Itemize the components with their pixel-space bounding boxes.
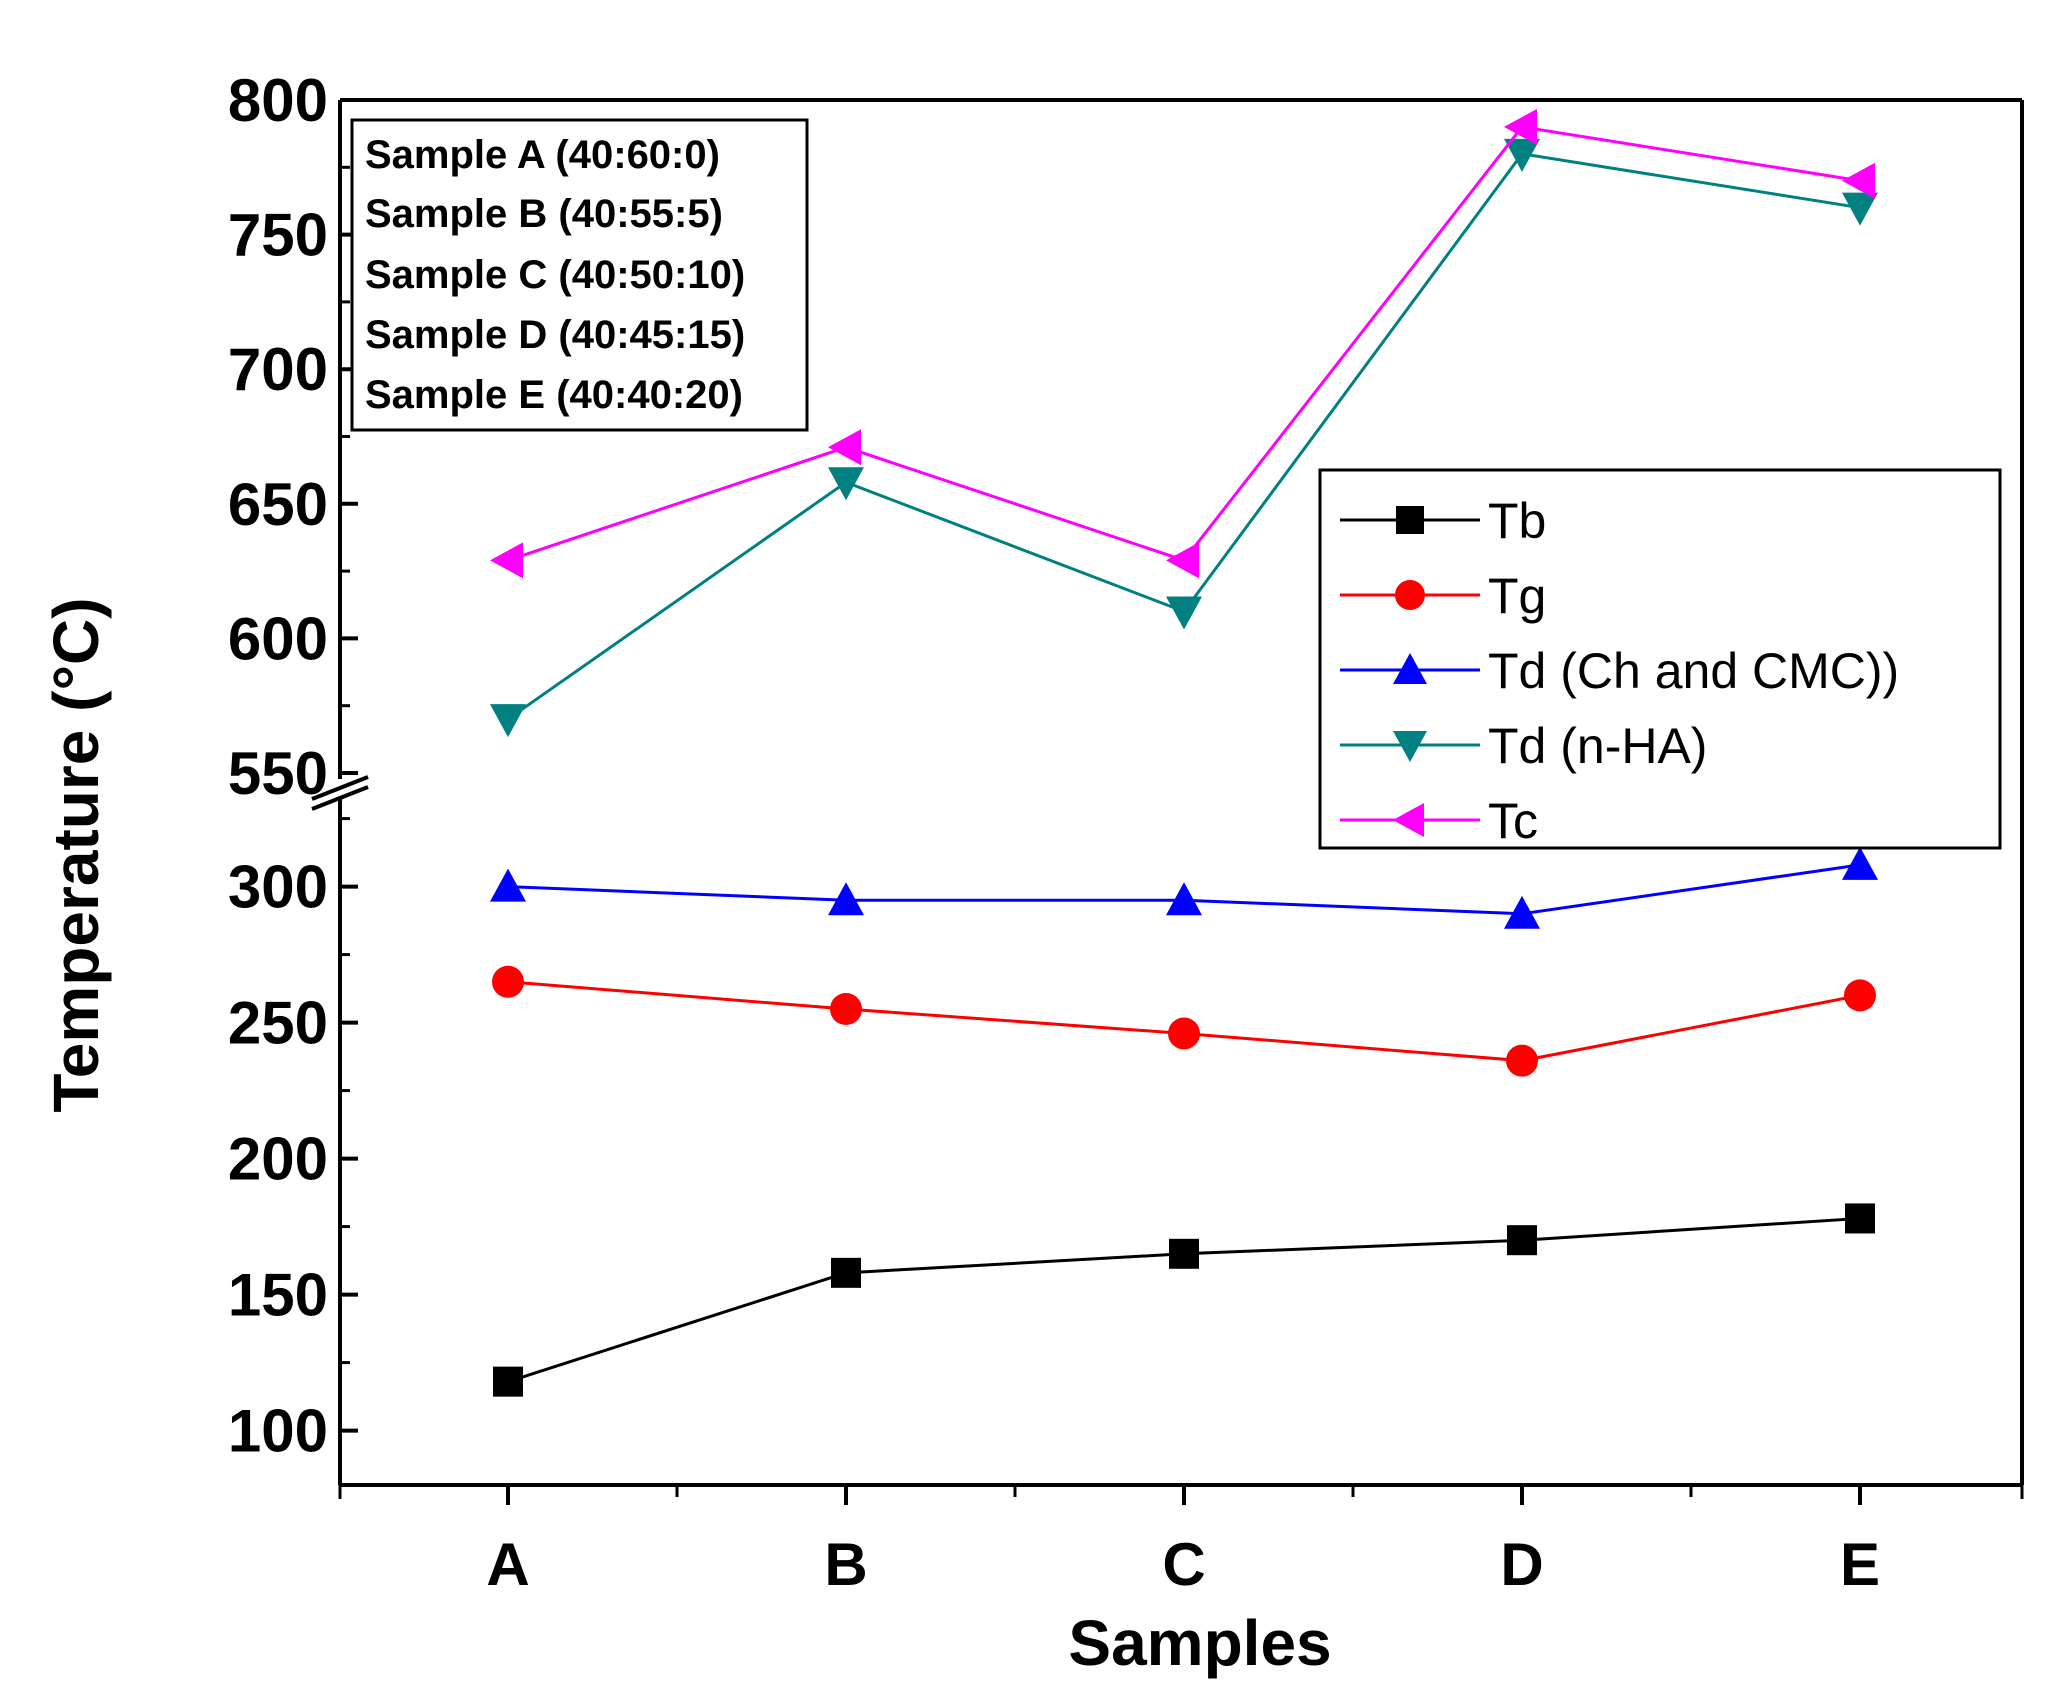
data-point-tg-A — [492, 965, 524, 998]
x-tick-label: C — [1162, 1531, 1205, 1598]
data-point-tc-E — [1842, 162, 1875, 199]
data-point-td-n-ha-B — [828, 467, 864, 501]
legend-item-td-ch-and-cmc: Td (Ch and CMC)) — [1340, 643, 1899, 699]
legend: Tb Tg Td (Ch and CMC)) Td (n-HA) Tc — [1318, 468, 2002, 850]
x-tick-label: D — [1500, 1531, 1543, 1598]
data-point-td-n-ha-D — [1504, 138, 1540, 172]
data-point-tg-D — [1506, 1044, 1538, 1077]
y-tick-label-lower: 200 — [228, 1126, 328, 1193]
data-point-td-n-ha-E — [1842, 192, 1878, 226]
x-tick-label: B — [824, 1531, 867, 1598]
series-tb — [493, 1203, 1875, 1397]
legend-item-tg: Tg — [1340, 568, 1546, 624]
sample-d-note: Sample D (40:45:15) — [365, 313, 745, 357]
series-td-n-ha — [490, 138, 1878, 738]
series-layer — [490, 108, 1878, 1397]
data-point-tb-E — [1845, 1203, 1875, 1234]
data-point-td-ch-and-cmc-C — [1166, 882, 1202, 916]
data-point-tb-A — [493, 1366, 523, 1397]
data-point-tb-D — [1507, 1225, 1537, 1256]
sample-c-note: Sample C (40:50:10) — [365, 253, 745, 297]
data-point-tg-B — [830, 993, 862, 1025]
data-point-tc-D — [1504, 108, 1537, 145]
legend-marker — [1393, 731, 1427, 762]
data-point-td-n-ha-C — [1166, 596, 1202, 630]
y-tick-label-lower: 250 — [228, 990, 328, 1057]
y-tick-label-upper: 600 — [228, 605, 328, 672]
sample-b-note: Sample B (40:55:5) — [365, 192, 723, 236]
legend-label: Tg — [1488, 568, 1546, 624]
y-tick-label-upper: 700 — [228, 336, 328, 403]
data-point-tc-B — [828, 429, 861, 466]
series-tg — [492, 965, 1876, 1077]
sample-e-note: Sample E (40:40:20) — [365, 373, 743, 417]
plot-frame — [338, 98, 2024, 1487]
legend-label: Tc — [1488, 793, 1538, 849]
axis-break-marker — [310, 775, 370, 811]
y-tick-label-lower: 150 — [228, 1262, 328, 1329]
legend-item-td-n-ha: Td (n-HA) — [1340, 718, 1707, 774]
legend-marker — [1395, 580, 1425, 610]
y-axis-title: Temperature (°C) — [40, 597, 112, 1112]
legend-marker — [1393, 803, 1424, 837]
y-tick-label-upper: 650 — [228, 471, 328, 538]
data-point-td-ch-and-cmc-B — [828, 882, 864, 916]
legend-label: Td (Ch and CMC)) — [1488, 643, 1899, 699]
sample-composition-frame — [350, 118, 809, 432]
axis-ticks: 550 600 650 700 750 800 100 150 200 250 300 A B C D E — [228, 67, 2024, 1598]
axis-break-slash-bottom — [311, 785, 369, 811]
data-point-tc-A — [490, 542, 523, 579]
sample-a-note: Sample A (40:60:0) — [365, 133, 720, 177]
data-point-tg-C — [1168, 1017, 1200, 1050]
legend-frame — [1318, 468, 2002, 850]
y-tick-label-upper: 800 — [228, 67, 328, 134]
data-point-tb-B — [831, 1257, 861, 1288]
data-point-tc-C — [1166, 542, 1199, 579]
y-tick-label-upper: 750 — [228, 202, 328, 269]
data-point-td-n-ha-A — [490, 704, 526, 738]
legend-label: Td (n-HA) — [1488, 718, 1707, 774]
sample-composition-box: Sample A (40:60:0) Sample B (40:55:5) Sa… — [350, 118, 809, 432]
y-tick-label-upper: 550 — [228, 740, 328, 807]
series-tc — [490, 108, 1875, 579]
series-td-ch-and-cmc — [490, 846, 1878, 929]
data-point-td-ch-and-cmc-A — [490, 868, 526, 902]
legend-item-tb: Tb — [1340, 493, 1546, 549]
y-tick-label-lower: 300 — [228, 854, 328, 921]
legend-label: Tb — [1488, 493, 1546, 549]
data-point-td-ch-and-cmc-E — [1842, 846, 1878, 880]
legend-items: Tb Tg Td (Ch and CMC)) Td (n-HA) Tc — [1340, 493, 1899, 849]
data-point-tb-C — [1169, 1238, 1199, 1269]
x-tick-label: A — [486, 1531, 529, 1598]
legend-item-tc: Tc — [1340, 793, 1538, 849]
y-tick-label-lower: 100 — [228, 1398, 328, 1465]
x-axis-title: Samples — [1068, 1607, 1331, 1679]
x-tick-label: E — [1840, 1531, 1880, 1598]
data-point-tg-E — [1844, 979, 1876, 1012]
axis-break-slash-top — [311, 775, 369, 801]
data-point-td-ch-and-cmc-D — [1504, 895, 1540, 929]
legend-marker — [1396, 506, 1424, 534]
legend-marker — [1393, 653, 1427, 684]
